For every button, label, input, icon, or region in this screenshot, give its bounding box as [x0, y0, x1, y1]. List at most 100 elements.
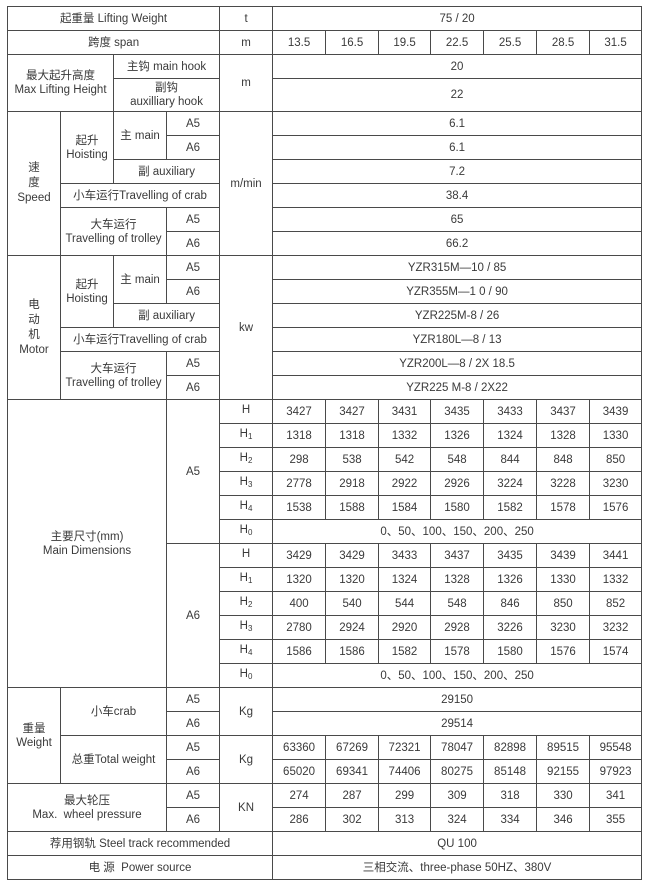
value-cell: 65020: [272, 759, 327, 784]
value: 65: [272, 207, 643, 232]
unit: m: [219, 30, 274, 55]
value-cell: 13.5: [272, 30, 327, 55]
motor-main-a5-row: 电 动 机 Motor 起升 Hoisting 主 main A5 kw YZR31…: [7, 255, 643, 400]
speed-trolley-a5-row: 大车运行 Travelling of trolley A5 65: [8, 207, 643, 256]
value-cell: 3224: [483, 471, 538, 496]
value-cell: 97923: [589, 759, 643, 784]
duty: A6: [165, 759, 221, 784]
duty: A5: [165, 255, 221, 280]
value-cell: 1586: [272, 639, 327, 664]
dimension-symbol: H: [219, 399, 274, 424]
value: 22: [272, 78, 643, 112]
duty: A5: [165, 207, 221, 232]
unit: Kg: [219, 735, 274, 784]
value-cell: 1588: [325, 495, 380, 520]
value-cell: 3226: [483, 615, 538, 640]
dimension-row: 主要尺寸(mm) Main Dimensions A5 H 3427 3427 3431 34…: [7, 399, 643, 688]
value-cell: 334: [483, 807, 538, 832]
value-cell: 25.5: [483, 30, 538, 55]
value-cell: 1582: [378, 639, 432, 664]
crab-label: 小车运行Travelling of crab: [59, 327, 221, 352]
value-cell: 82898: [483, 735, 538, 760]
hoisting-label: 起升 Hoisting: [60, 255, 114, 328]
value-cell: 72321: [378, 735, 432, 760]
power-source-row: 电 源 Power source 三相交流、three-phase 50HZ、3…: [6, 855, 643, 880]
value-cell: 852: [589, 591, 643, 616]
duty: A6: [165, 135, 221, 160]
main-hook-label: 主钩 main hook: [112, 54, 221, 79]
value-cell: 548: [430, 447, 485, 472]
value-cell: 3228: [536, 471, 591, 496]
value-cell: 3437: [430, 543, 485, 568]
value: 6.1: [272, 135, 643, 160]
dimension-symbol: H: [219, 543, 274, 568]
value: 6.1: [272, 111, 643, 136]
value-cell: 544: [378, 591, 432, 616]
value-cell: 3427: [272, 399, 327, 424]
dimension-symbol: H1: [219, 567, 274, 592]
duty: A5: [165, 783, 221, 808]
duty-label: A5: [165, 399, 221, 544]
dimension-row: H3 2780 2924 2920 2928 3226 3230 3232: [8, 615, 643, 640]
value-cell: 1332: [378, 423, 432, 448]
value-cell: 74406: [378, 759, 432, 784]
unit: kw: [219, 255, 274, 400]
value-cell: 28.5: [536, 30, 591, 55]
value: 75 / 20: [272, 6, 643, 31]
dimension-symbol: H2: [219, 447, 274, 472]
value-cell: 85148: [483, 759, 538, 784]
value-cell: 1330: [589, 423, 643, 448]
weight-label: 重量 Weight: [7, 687, 61, 784]
lifting-weight-row: 起重量 Lifting Weight t 75 / 20: [6, 6, 643, 31]
value-cell: 1318: [325, 423, 380, 448]
dimension-symbol: H0: [219, 663, 274, 688]
weight-total-a6-row: A6 65020 69341 74406 80275 85148 92155 97923: [8, 759, 643, 784]
value: YZR225 M-8 / 2X22: [272, 375, 643, 400]
value-cell: 1328: [536, 423, 591, 448]
max-lifting-height-aux-row: 副钩 auxilliary hook 22: [8, 78, 643, 112]
value-cell: 3429: [325, 543, 380, 568]
value-cell: 309: [430, 783, 485, 808]
value-cell: 1330: [536, 567, 591, 592]
unit: t: [219, 6, 274, 31]
speed-main-a5-row: 速 度 Speed 起升 Hoisting 主 main A5 m/min 6.1: [7, 111, 643, 256]
duty: A5: [165, 735, 221, 760]
value-cell: 2922: [378, 471, 432, 496]
value-cell: 1320: [272, 567, 327, 592]
trolley-label: 大车运行 Travelling of trolley: [60, 207, 167, 256]
dimension-row: A6 H 3429 3429 3433 3437 3435 3439 3441: [8, 543, 643, 688]
duty: A6: [165, 279, 221, 304]
value: 0、50、100、150、200、250: [272, 663, 643, 688]
value-cell: 1326: [430, 423, 485, 448]
value-cell: 78047: [430, 735, 485, 760]
duty: A6: [165, 711, 221, 736]
speed-crab-row: 小车运行Travelling of crab 38.4: [8, 183, 643, 208]
value-cell: 3433: [378, 543, 432, 568]
dimension-symbol: H1: [219, 423, 274, 448]
value-cell: 286: [272, 807, 327, 832]
value-cell: 1580: [430, 495, 485, 520]
value-cell: 16.5: [325, 30, 380, 55]
dimension-row: H0 0、50、100、150、200、250: [8, 519, 643, 544]
dimension-row: H2 298 538 542 548 844 848 850: [8, 447, 643, 472]
value-cell: 1318: [272, 423, 327, 448]
value: YZR180L—8 / 13: [272, 327, 643, 352]
value-cell: 298: [272, 447, 327, 472]
trolley-label: 大车运行 Travelling of trolley: [60, 351, 167, 400]
value-cell: 3441: [589, 543, 643, 568]
weight-crab-a6-row: A6 29514: [8, 711, 643, 736]
dimension-symbol: H2: [219, 591, 274, 616]
label: 荐用钢轨 Steel track recommended: [6, 831, 274, 856]
value-cell: 346: [536, 807, 591, 832]
value-cell: 850: [589, 447, 643, 472]
aux-hook-label: 副钩 auxilliary hook: [112, 78, 221, 112]
dimension-symbol: H0: [219, 519, 274, 544]
value-cell: 1324: [483, 423, 538, 448]
value-cell: 92155: [536, 759, 591, 784]
value-cell: 313: [378, 807, 432, 832]
dimension-symbol: H4: [219, 639, 274, 664]
value-cell: 844: [483, 447, 538, 472]
value-cell: 19.5: [378, 30, 432, 55]
value-cell: 542: [378, 447, 432, 472]
main-dimensions-label: 主要尺寸(mm) Main Dimensions: [7, 399, 167, 688]
